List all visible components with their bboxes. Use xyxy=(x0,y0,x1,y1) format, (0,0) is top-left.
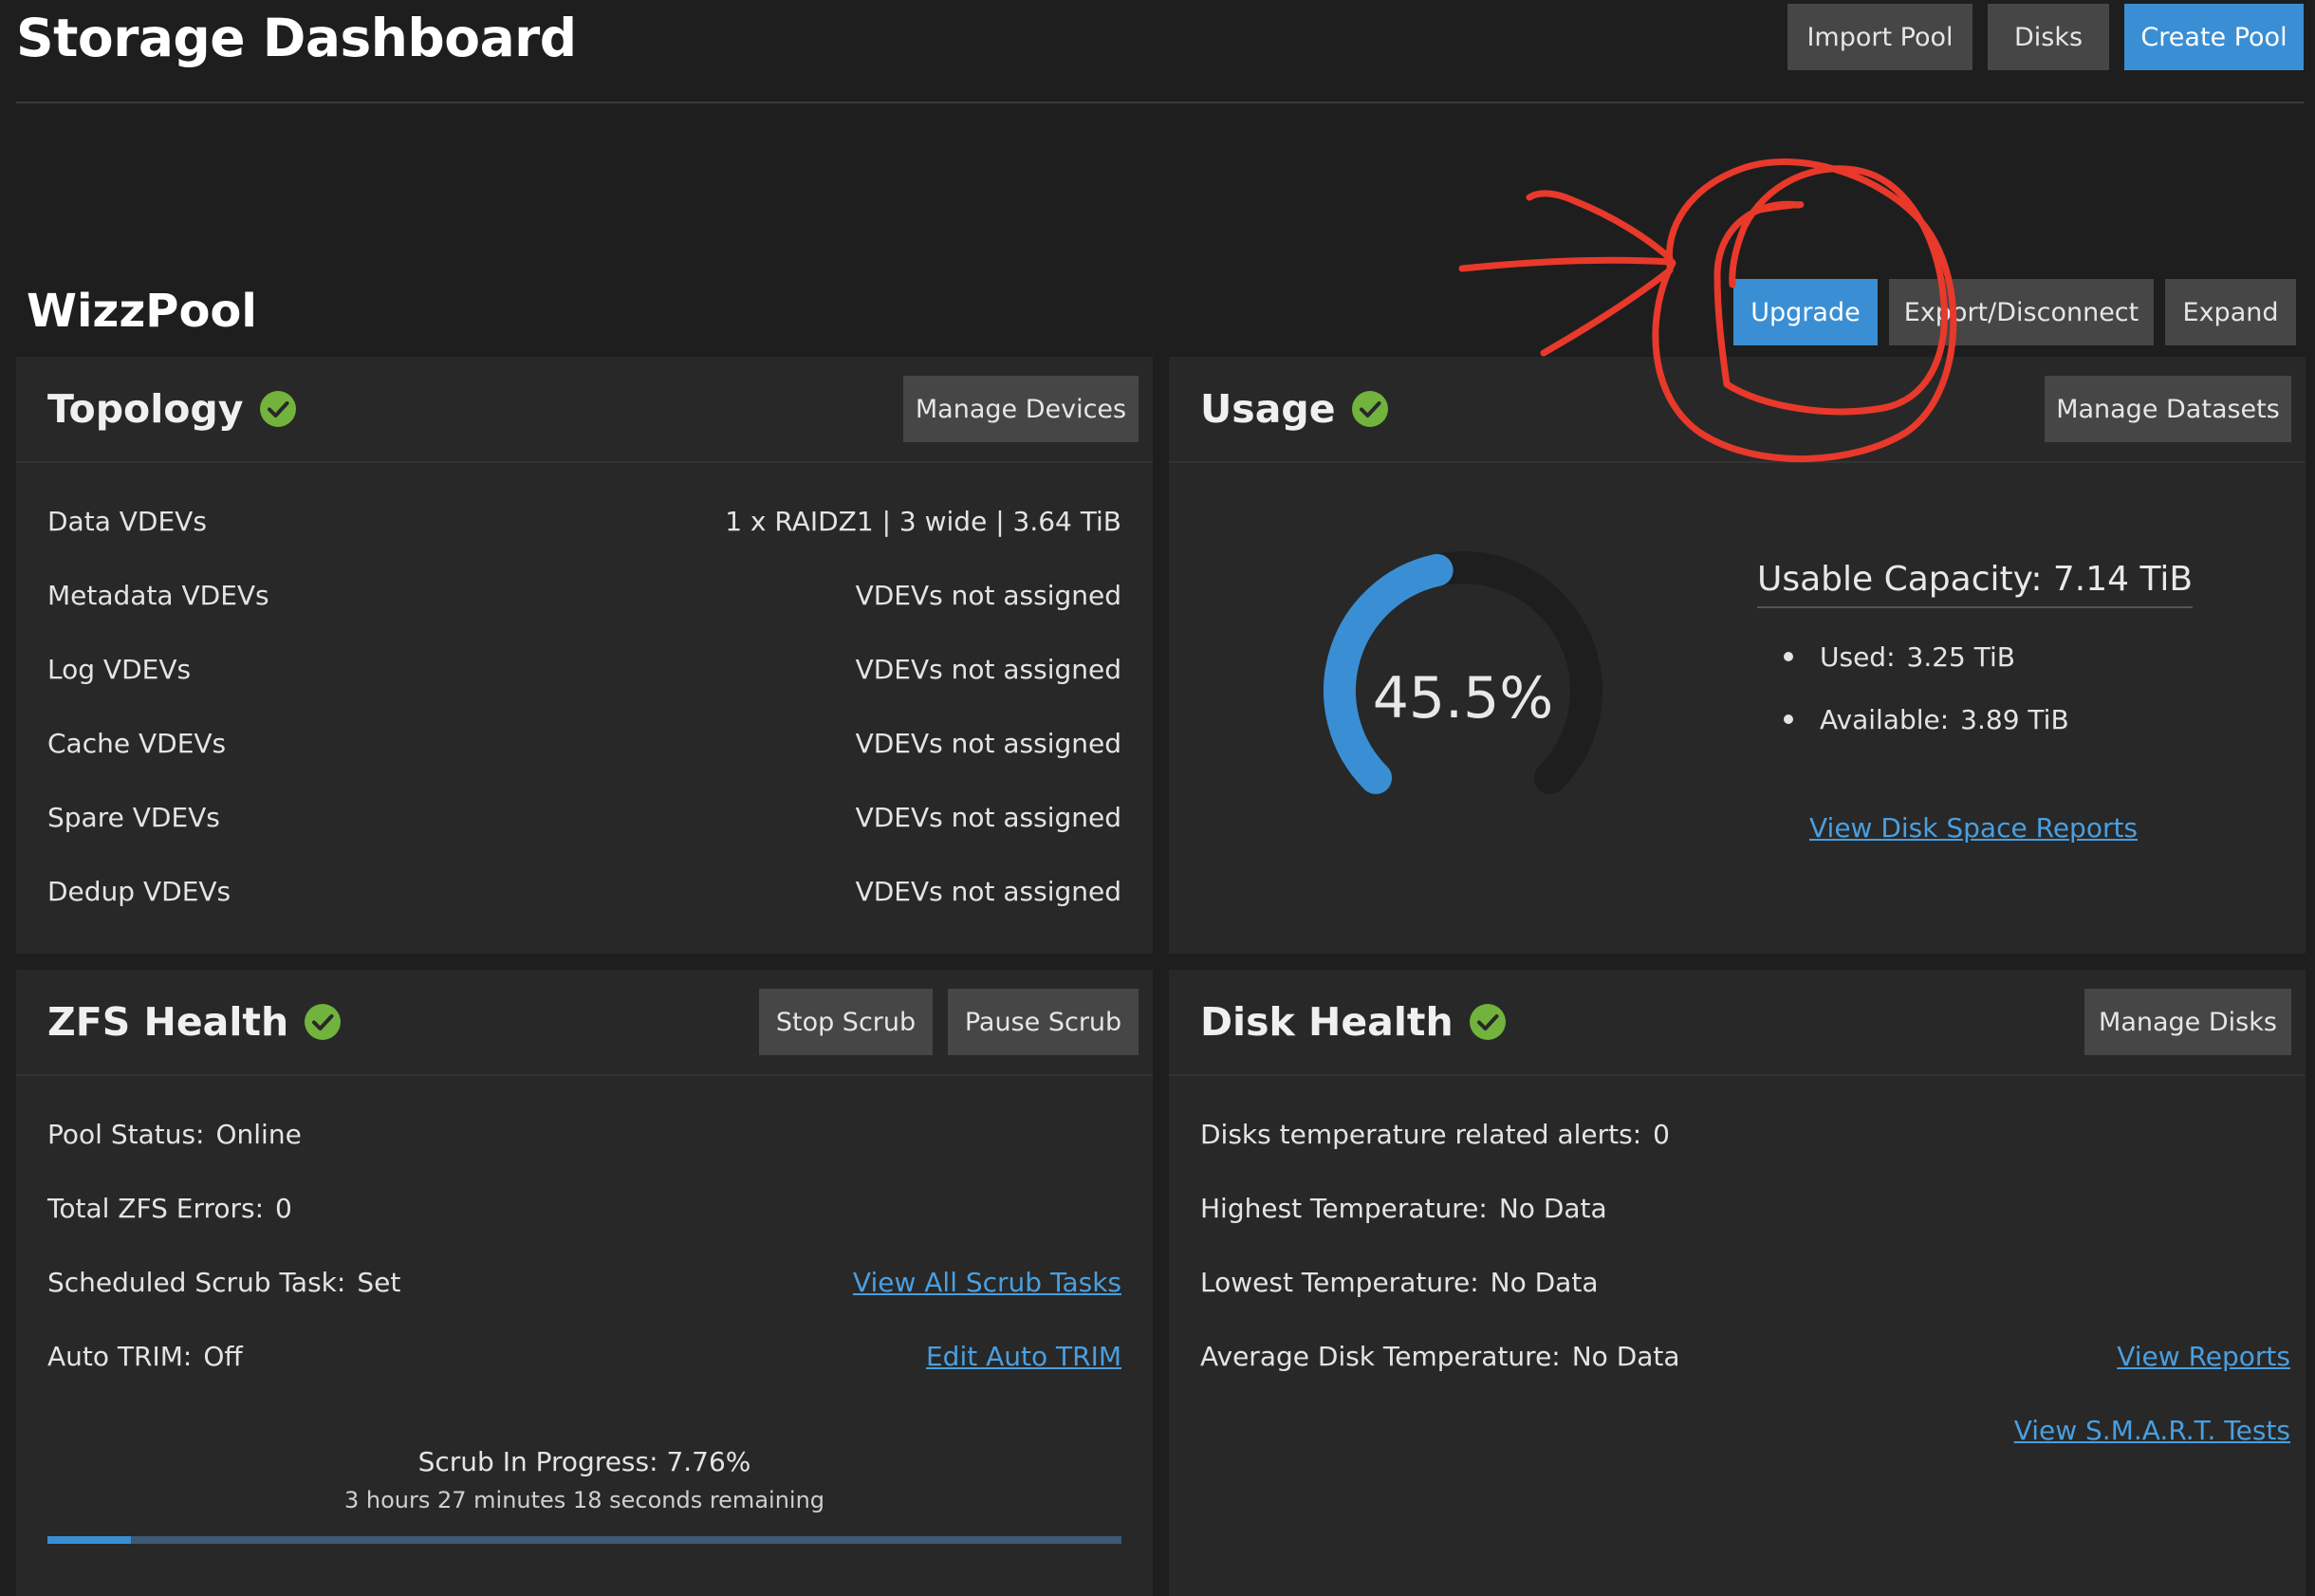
scrub-progress-bar xyxy=(47,1536,1121,1544)
topology-row-value: VDEVs not assigned xyxy=(855,875,1121,907)
disk-health-title: Disk Health xyxy=(1200,999,1454,1045)
avg-temp-row: Average Disk Temperature: No Data View Re… xyxy=(1200,1340,2290,1372)
usage-title: Usage xyxy=(1200,386,1336,432)
capacity-title: Usable Capacity: 7.14 TiB xyxy=(1757,560,2194,608)
usage-header: Usage Manage Datasets xyxy=(1169,357,2306,463)
topology-row-value: VDEVs not assigned xyxy=(855,653,1121,685)
topology-row-label: Data VDEVs xyxy=(47,505,207,537)
scrub-progress-label: Scrub In Progress: 7.76% xyxy=(417,1446,751,1477)
pool-status-row: Pool Status: Online xyxy=(47,1118,302,1150)
usage-gauge xyxy=(1324,551,1602,794)
top-actions: Import Pool Disks Create Pool xyxy=(1787,4,2304,70)
topology-row: Spare VDEVs VDEVs not assigned xyxy=(47,780,1121,854)
scrub-remaining: 3 hours 27 minutes 18 seconds remaining xyxy=(343,1487,825,1513)
disk-health-header: Disk Health Manage Disks xyxy=(1169,970,2306,1076)
topology-row-label: Dedup VDEVs xyxy=(47,875,232,907)
stop-scrub-button[interactable]: Stop Scrub xyxy=(759,989,933,1055)
scrub-progress-fill xyxy=(47,1536,131,1544)
view-smart-tests-link[interactable]: View S.M.A.R.T. Tests xyxy=(2013,1414,2290,1446)
topology-rows: Data VDEVs 1 x RAIDZ1 | 3 wide | 3.64 TiB… xyxy=(16,484,1153,928)
upgrade-button[interactable]: Upgrade xyxy=(1733,279,1878,345)
pool-name: WizzPool xyxy=(27,285,257,338)
manage-disks-button[interactable]: Manage Disks xyxy=(2084,989,2291,1055)
topology-row: Data VDEVs 1 x RAIDZ1 | 3 wide | 3.64 TiB xyxy=(47,484,1121,558)
page-title: Storage Dashboard xyxy=(16,8,577,68)
lowest-temp-row: Lowest Temperature: No Data xyxy=(1200,1266,1599,1298)
topology-row-label: Log VDEVs xyxy=(47,653,192,685)
edit-auto-trim-link[interactable]: Edit Auto TRIM xyxy=(925,1340,1121,1372)
auto-trim-row: Auto TRIM: Off Edit Auto TRIM xyxy=(47,1340,1121,1372)
scrub-task-row: Scheduled Scrub Task: Set View All Scrub … xyxy=(47,1266,1121,1298)
zfs-health-header: ZFS Health Stop Scrub Pause Scrub xyxy=(16,970,1153,1076)
zfs-health-title: ZFS Health xyxy=(47,999,289,1045)
topology-row-label: Metadata VDEVs xyxy=(47,579,269,611)
used-item: Used: 3.25 TiB xyxy=(1784,625,2193,688)
capacity-summary: Usable Capacity: 7.14 TiB Used: 3.25 TiB … xyxy=(1757,560,2194,751)
check-circle-icon xyxy=(1469,1004,1506,1040)
usage-card: Usage Manage Datasets 45.5% Usable Capac… xyxy=(1169,357,2306,954)
topology-row-label: Spare VDEVs xyxy=(47,801,220,833)
pause-scrub-button[interactable]: Pause Scrub xyxy=(948,989,1139,1055)
view-reports-link[interactable]: View Reports xyxy=(2117,1340,2290,1372)
zfs-errors-row: Total ZFS Errors: 0 xyxy=(47,1192,292,1224)
zfs-health-card: ZFS Health Stop Scrub Pause Scrub Pool S… xyxy=(16,970,1153,1596)
view-disk-space-reports-link[interactable]: View Disk Space Reports xyxy=(1809,812,2139,844)
disks-button[interactable]: Disks xyxy=(1988,4,2109,70)
view-all-scrub-tasks-link[interactable]: View All Scrub Tasks xyxy=(852,1266,1121,1298)
topology-row-value: 1 x RAIDZ1 | 3 wide | 3.64 TiB xyxy=(725,505,1121,537)
usage-percent: 45.5% xyxy=(1372,665,1554,732)
topology-row: Log VDEVs VDEVs not assigned xyxy=(47,632,1121,706)
topology-row: Cache VDEVs VDEVs not assigned xyxy=(47,706,1121,780)
topology-row-value: VDEVs not assigned xyxy=(855,579,1121,611)
check-circle-icon xyxy=(305,1004,342,1040)
check-circle-icon xyxy=(259,391,296,427)
highest-temp-row: Highest Temperature: No Data xyxy=(1200,1192,1607,1224)
temp-alerts-row: Disks temperature related alerts: 0 xyxy=(1200,1118,1670,1150)
topology-row: Metadata VDEVs VDEVs not assigned xyxy=(47,558,1121,632)
gauge-fill xyxy=(1324,553,1454,794)
import-pool-button[interactable]: Import Pool xyxy=(1787,4,1972,70)
pool-actions: Upgrade Export/Disconnect Expand xyxy=(1733,279,2296,345)
topology-row: Dedup VDEVs VDEVs not assigned xyxy=(47,854,1121,928)
topology-row-value: VDEVs not assigned xyxy=(855,727,1121,759)
check-circle-icon xyxy=(1351,391,1388,427)
disk-health-card: Disk Health Manage Disks Disks temperatu… xyxy=(1169,970,2306,1596)
topology-row-value: VDEVs not assigned xyxy=(855,801,1121,833)
expand-button[interactable]: Expand xyxy=(2165,279,2296,345)
manage-devices-button[interactable]: Manage Devices xyxy=(903,376,1139,442)
available-item: Available: 3.89 TiB xyxy=(1784,688,2193,751)
manage-datasets-button[interactable]: Manage Datasets xyxy=(2045,376,2291,442)
topology-card: Topology Manage Devices Data VDEVs 1 x RA… xyxy=(16,357,1153,954)
scrub-progress-info: Scrub In Progress: 7.76% 3 hours 27 minu… xyxy=(16,1446,1153,1513)
topology-title: Topology xyxy=(47,386,244,432)
topology-row-label: Cache VDEVs xyxy=(47,727,227,759)
create-pool-button[interactable]: Create Pool xyxy=(2124,4,2304,70)
export-disconnect-button[interactable]: Export/Disconnect xyxy=(1889,279,2154,345)
topology-header: Topology Manage Devices xyxy=(16,357,1153,463)
smart-row: View S.M.A.R.T. Tests xyxy=(1200,1393,2290,1467)
header-divider xyxy=(16,102,2304,103)
